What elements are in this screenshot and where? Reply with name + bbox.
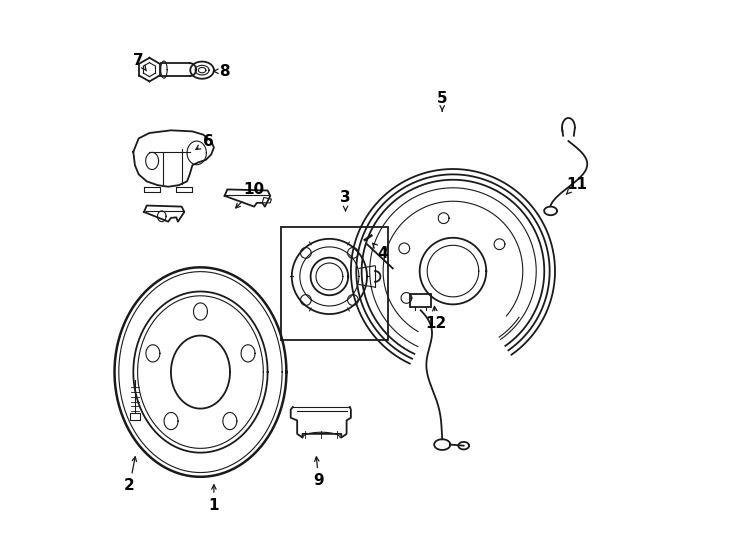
Text: 4: 4 bbox=[373, 244, 388, 261]
Bar bbox=[129, 413, 140, 421]
Text: 11: 11 bbox=[566, 177, 587, 194]
Text: 1: 1 bbox=[208, 485, 219, 513]
Bar bbox=[281, 227, 388, 340]
Bar bbox=[410, 294, 432, 307]
Text: 8: 8 bbox=[214, 64, 230, 79]
Text: 7: 7 bbox=[134, 53, 146, 71]
Text: 9: 9 bbox=[313, 457, 324, 488]
Text: 12: 12 bbox=[425, 306, 446, 331]
Text: 10: 10 bbox=[236, 182, 265, 208]
Text: 5: 5 bbox=[437, 91, 448, 111]
Text: 3: 3 bbox=[340, 190, 351, 211]
Text: 6: 6 bbox=[196, 133, 214, 150]
Text: 2: 2 bbox=[124, 457, 137, 494]
